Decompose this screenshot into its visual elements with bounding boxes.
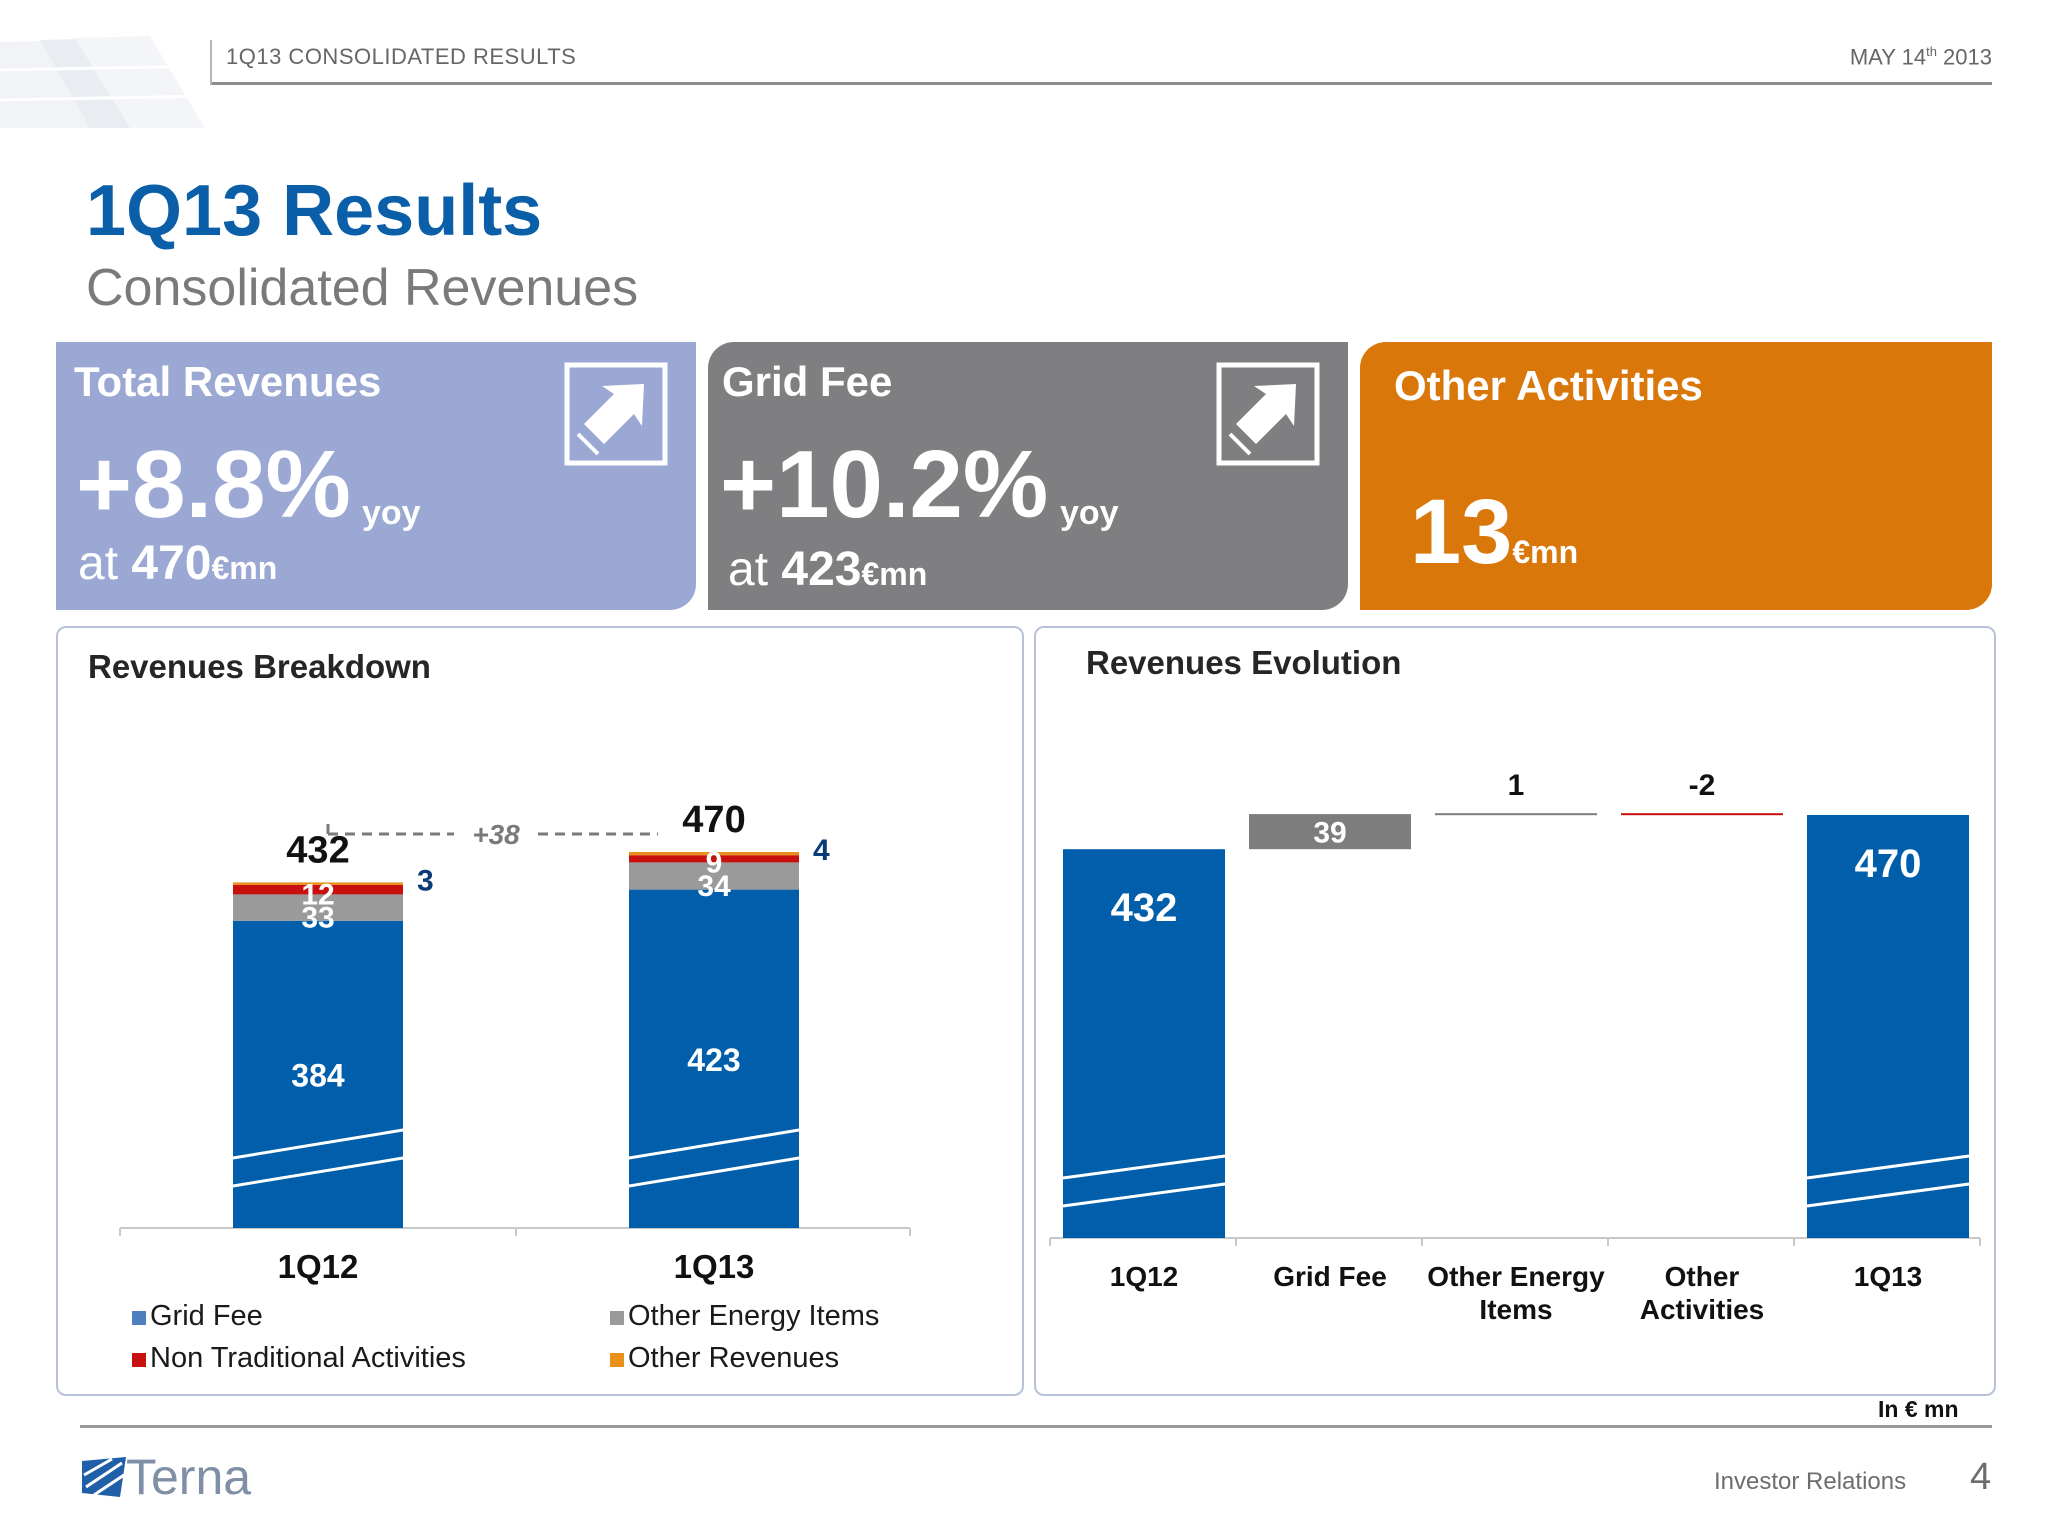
x-tick-label: Other Energy Items [1427, 1261, 1605, 1325]
difference-label: +38 [472, 819, 520, 850]
header-section: 1Q13 CONSOLIDATED RESULTS [226, 44, 577, 69]
bar-segment-grid-fee [233, 920, 403, 1228]
x-tick-label: 1Q13 [674, 1248, 755, 1285]
x-tick-label-line: 1Q13 [1854, 1261, 1923, 1292]
page-title: 1Q13 Results [86, 171, 543, 251]
data-label: 432 [1111, 886, 1178, 930]
kpi-yoy: yoy [362, 494, 421, 532]
breakdown-panel: Revenues Breakdown 384 33 12 3 432 1Q12 423 34 9… [56, 626, 1024, 1396]
x-tick-label-line: Activities [1640, 1294, 1765, 1325]
kpi-other-activities: Other Activities 13€mn [1360, 342, 1992, 610]
bar-segment-non-traditional-activities [233, 884, 403, 895]
waterfall-delta-bar [1621, 813, 1783, 816]
header-divider [210, 40, 212, 85]
legend-other-revenues: Other Revenues [610, 1342, 839, 1375]
kpi-yoy: yoy [1060, 494, 1119, 532]
header-date: MAY 14th 2013 [1849, 44, 1992, 70]
data-label: 423 [687, 1042, 740, 1078]
axis-break-mark [1806, 1182, 1970, 1208]
data-label: 470 [1855, 842, 1922, 886]
data-label: 34 [697, 870, 731, 903]
trend-up-arrow-icon [1216, 362, 1320, 466]
bar-segment-other-revenues [629, 852, 799, 856]
footer-investor-relations: Investor Relations [1714, 1468, 1907, 1495]
legend-swatch [132, 1311, 146, 1325]
bar-segment-other-energy-items [233, 894, 403, 921]
total-label: 470 [682, 799, 745, 841]
x-tick-label: 1Q12 [1110, 1261, 1179, 1292]
legend-grid-fee: Grid Fee [132, 1300, 263, 1333]
x-tick-label: Grid Fee [1273, 1261, 1387, 1292]
kpi-amount: 13€mn [1410, 481, 1579, 583]
bar-segment-other-revenues [233, 882, 403, 885]
x-tick-label-line: Grid Fee [1273, 1261, 1387, 1292]
bar-segment-other-energy-items [629, 862, 799, 890]
data-label: 33 [301, 902, 334, 935]
axis-break-mark [1806, 1154, 1970, 1180]
axis-break-mark [1062, 1154, 1226, 1180]
trend-up-arrow-icon [564, 362, 668, 466]
total-label: 432 [286, 829, 349, 871]
bar-segment-non-traditional-activities [629, 855, 799, 863]
evolution-chart: 432 1Q12 39 Grid Fee 1 Other Energy Items -2 Oth… [1049, 769, 1981, 1325]
kpi-title: Total Revenues [74, 358, 382, 405]
terna-logo: Terna [82, 1448, 251, 1506]
breakdown-title: Revenues Breakdown [88, 648, 431, 685]
waterfall-delta-bar [1249, 814, 1411, 850]
header-rule [212, 82, 1992, 85]
axis-break-mark [1062, 1182, 1226, 1208]
page-number: 4 [1970, 1456, 1992, 1498]
kpi-title: Other Activities [1394, 362, 1703, 409]
terna-logo-text: Terna [126, 1449, 252, 1505]
header-decoration [0, 36, 210, 128]
kpi-value: +8.8% [76, 431, 351, 538]
page-subtitle: Consolidated Revenues [86, 259, 639, 317]
legend-swatch [610, 1311, 624, 1325]
x-tick-label-line: Other Energy [1427, 1261, 1605, 1292]
data-label: 384 [291, 1057, 345, 1093]
data-label: 1 [1508, 769, 1525, 802]
legend-non-traditional-activities: Non Traditional Activities [132, 1342, 466, 1375]
kpi-total-revenues: Total Revenues +8.8% yoy at 470€mn [56, 342, 696, 610]
x-tick-label-line: Items [1479, 1294, 1552, 1325]
axis-break-mark [628, 1128, 800, 1160]
kpi-amount: at 470€mn [78, 537, 278, 590]
axis-break-mark [232, 1156, 404, 1188]
data-label: -2 [1689, 769, 1716, 802]
kpi-amount: at 423€mn [728, 543, 928, 596]
data-label: 3 [417, 864, 434, 897]
data-label: 4 [813, 834, 830, 867]
data-label: 9 [706, 846, 723, 879]
terna-logo-mark-icon [82, 1457, 126, 1497]
evolution-title: Revenues Evolution [1086, 644, 1402, 681]
legend-swatch [132, 1353, 146, 1367]
legend-other-energy-items: Other Energy Items [610, 1300, 879, 1333]
axis-break-mark [628, 1156, 800, 1188]
data-label: 39 [1313, 817, 1346, 850]
footer-rule [80, 1425, 1992, 1428]
kpi-grid-fee: Grid Fee +10.2% yoy at 423€mn [708, 342, 1348, 610]
data-label: 12 [301, 878, 334, 911]
x-tick-label: 1Q12 [278, 1248, 359, 1285]
kpi-value: +10.2% [720, 431, 1049, 538]
x-tick-label-line: Other [1665, 1261, 1740, 1292]
legend-swatch [610, 1353, 624, 1367]
x-tick-label-line: 1Q12 [1110, 1261, 1179, 1292]
unit-note: In € mn [1878, 1396, 1959, 1422]
evolution-panel: Revenues Evolution 432 1Q12 39 Grid Fee 1 Oth… [1034, 626, 1996, 1396]
waterfall-delta-bar [1435, 813, 1597, 816]
kpi-title: Grid Fee [722, 358, 893, 405]
x-tick-label: Other Activities [1640, 1261, 1765, 1325]
x-tick-label: 1Q13 [1854, 1261, 1923, 1292]
axis-break-mark [232, 1128, 404, 1160]
